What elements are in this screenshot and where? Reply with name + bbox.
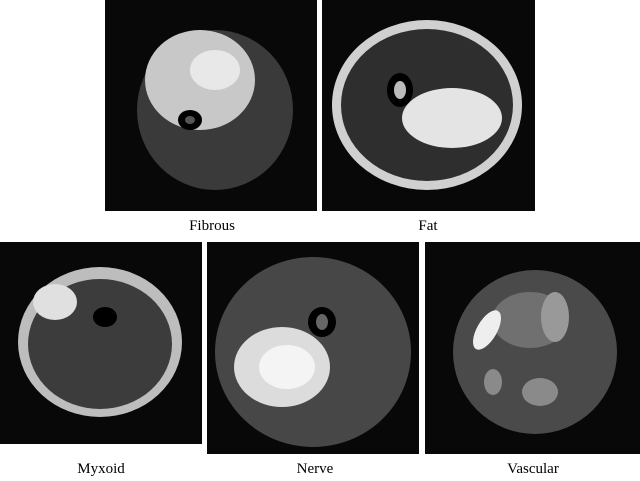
mri-image [0,242,202,444]
scan [0,242,202,444]
panel-label: Vascular [507,461,559,477]
scan [322,0,535,211]
scan [105,0,317,211]
panel-label: Fat [418,218,438,234]
mri-image [322,0,535,211]
mri-image [207,242,419,454]
scan [207,242,419,454]
panel-label: Nerve [296,461,334,477]
scan [425,242,640,454]
panel-label: Fibrous [189,218,235,234]
mri-image [425,242,640,454]
mri-image [105,0,317,211]
panel-label: Myxoid [77,461,125,477]
